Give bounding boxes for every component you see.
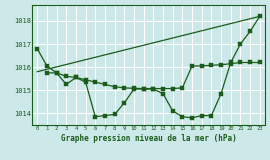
X-axis label: Graphe pression niveau de la mer (hPa): Graphe pression niveau de la mer (hPa): [61, 134, 236, 143]
